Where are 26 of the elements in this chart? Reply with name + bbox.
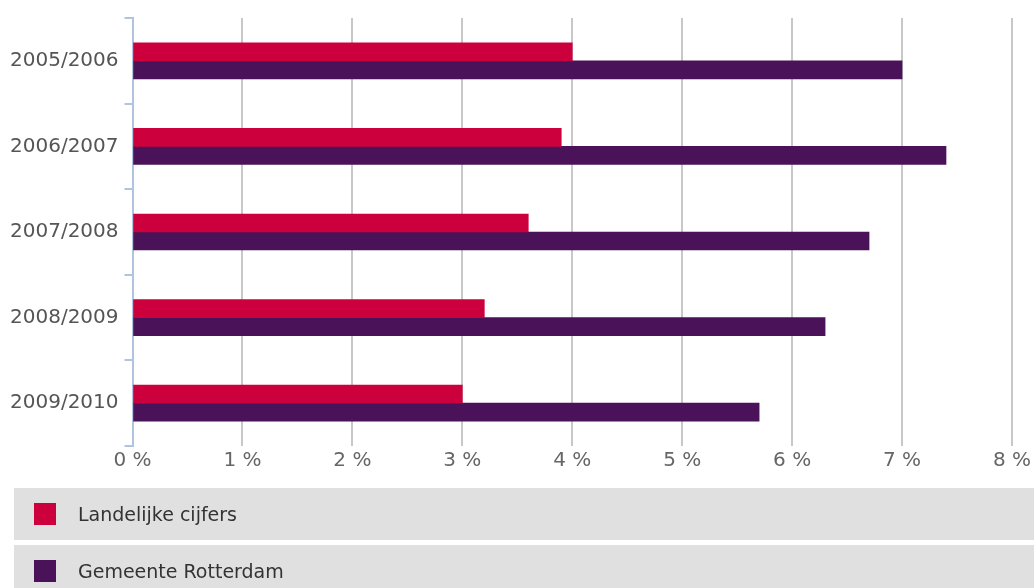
x-tick-label: 6 % bbox=[773, 447, 812, 472]
x-tick-label: 1 % bbox=[223, 447, 262, 472]
bar bbox=[133, 299, 485, 318]
bar bbox=[133, 60, 903, 80]
y-tick-label: 2009/2010 bbox=[9, 389, 119, 414]
bar bbox=[133, 128, 562, 147]
x-tick-label: 7 % bbox=[882, 447, 922, 472]
legend-label: Gemeente Rotterdam bbox=[78, 560, 284, 582]
bar bbox=[133, 231, 870, 251]
y-tick-label: 2007/2008 bbox=[9, 218, 119, 243]
y-tick-label: 2005/2006 bbox=[9, 47, 119, 71]
y-tick-label: 2008/2009 bbox=[9, 303, 119, 328]
bar bbox=[133, 402, 760, 422]
x-tick-label: 3 % bbox=[443, 447, 482, 472]
bar bbox=[133, 384, 463, 404]
x-tick-label: 4 % bbox=[553, 447, 592, 472]
legend-label: Landelijke cijfers bbox=[78, 503, 238, 525]
bar bbox=[133, 42, 573, 62]
x-tick-label: 8 % bbox=[992, 447, 1031, 472]
x-tick-label: 5 % bbox=[663, 447, 702, 472]
bar bbox=[133, 213, 529, 233]
x-tick-label: 2 % bbox=[333, 447, 372, 472]
bar bbox=[133, 317, 826, 336]
x-tick-label: 0 % bbox=[113, 447, 152, 472]
y-tick-label: 2006/2007 bbox=[9, 132, 119, 157]
bar bbox=[133, 146, 947, 165]
